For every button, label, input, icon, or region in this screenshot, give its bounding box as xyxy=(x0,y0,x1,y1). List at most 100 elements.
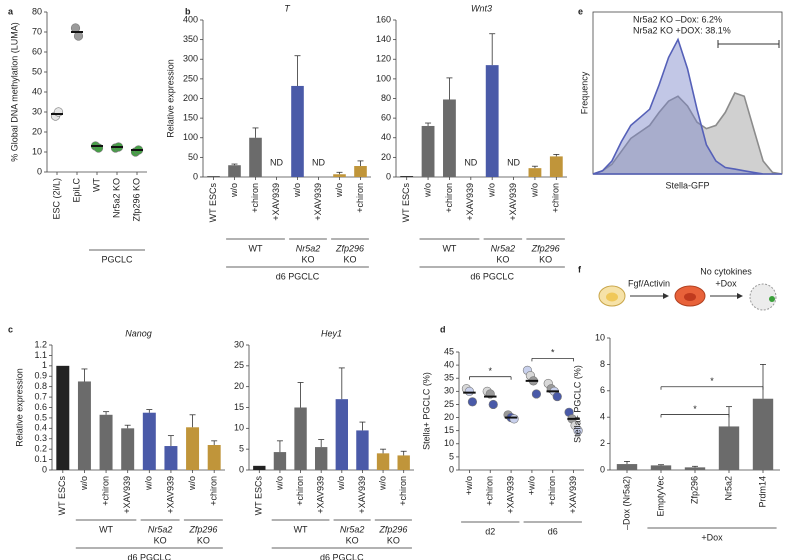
group-label: Zfp296 xyxy=(531,243,560,253)
bar xyxy=(356,430,368,470)
y-tick-label: 35 xyxy=(444,373,454,383)
legend-entry: Nr5a2 KO –Dox: 6.2% xyxy=(633,14,722,24)
bar xyxy=(274,452,286,470)
bar xyxy=(56,366,69,470)
x-tick-label: +chiron xyxy=(485,476,495,506)
x-tick-label: WT ESCs xyxy=(401,183,411,223)
legend-entry: Nr5a2 KO +DOX: 38.1% xyxy=(633,25,731,35)
y-tick-label: 40 xyxy=(381,132,391,142)
bar xyxy=(398,455,410,470)
group-label: KO xyxy=(301,254,314,264)
cell-icon xyxy=(606,293,618,302)
x-tick-label: +chiron xyxy=(295,476,305,506)
panel-letter: f xyxy=(578,264,582,274)
y-tick-label: 0.9 xyxy=(34,371,47,381)
bar xyxy=(753,399,773,470)
y-tick-label: 140 xyxy=(376,34,391,44)
y-tick-label: 10 xyxy=(595,332,605,342)
bar xyxy=(550,156,563,177)
x-tick-label: +chiron xyxy=(250,183,260,213)
group-label: d6 xyxy=(548,526,558,536)
x-tick-label: Prdm14 xyxy=(757,476,767,508)
x-tick-label: +chiron xyxy=(398,476,408,506)
y-tick-label: 20 xyxy=(32,126,42,136)
group-label: KO xyxy=(197,535,210,545)
x-tick-label: +chiron xyxy=(551,183,561,213)
y-tick-label: 70 xyxy=(32,26,42,36)
bar xyxy=(100,415,113,470)
significance-label: * xyxy=(710,376,714,386)
bar xyxy=(186,427,199,470)
y-axis-label: Frequency xyxy=(579,71,589,114)
y-tick-label: 10 xyxy=(234,423,244,433)
y-tick-label: 250 xyxy=(183,73,198,83)
y-tick-label: 0 xyxy=(386,171,391,181)
significance-label: * xyxy=(488,366,492,376)
x-tick-label: Nr5a2 KO xyxy=(111,178,121,218)
bar xyxy=(336,399,348,470)
x-tick-label: +chiron xyxy=(209,476,219,506)
bar xyxy=(121,428,134,470)
bar xyxy=(78,381,91,470)
x-tick-label: +w/o xyxy=(526,476,536,495)
bar xyxy=(422,126,435,177)
y-tick-label: 0.4 xyxy=(34,423,47,433)
y-tick-label: 50 xyxy=(188,152,198,162)
x-tick-label: w/o xyxy=(529,183,539,198)
y-axis-label: Relative expression xyxy=(165,59,175,138)
x-tick-label: +XAV939 xyxy=(122,476,132,514)
cell-icon xyxy=(684,293,696,301)
group-label: d6 PGCLC xyxy=(276,271,320,281)
y-tick-label: 40 xyxy=(32,86,42,96)
x-tick-label: w/o xyxy=(334,183,344,198)
value-label: ND xyxy=(270,157,283,167)
y-tick-label: 1 xyxy=(42,360,47,370)
y-tick-label: 1.2 xyxy=(34,339,47,349)
x-tick-label: w/o xyxy=(292,183,302,198)
x-tick-label: Nr5a2 xyxy=(723,476,733,501)
data-point xyxy=(54,108,63,117)
data-point xyxy=(468,398,477,407)
group-label: Zfp296 xyxy=(335,243,364,253)
cell-icon xyxy=(769,296,775,302)
y-tick-label: 0.6 xyxy=(34,402,47,412)
y-tick-label: 0 xyxy=(239,464,244,474)
y-axis-label: Stella+ PGCLC (%) xyxy=(572,365,582,443)
y-tick-label: 30 xyxy=(32,106,42,116)
y-tick-label: 200 xyxy=(183,93,198,103)
y-tick-label: 60 xyxy=(32,46,42,56)
x-tick-label: +chiron xyxy=(355,183,365,213)
y-tick-label: 25 xyxy=(234,360,244,370)
x-tick-label: WT ESCs xyxy=(208,183,218,223)
chart-title: Nanog xyxy=(125,328,152,338)
y-tick-label: 0.8 xyxy=(34,381,47,391)
bar xyxy=(617,464,637,470)
y-tick-label: 4 xyxy=(600,412,605,422)
y-tick-label: 30 xyxy=(444,386,454,396)
data-point xyxy=(465,387,474,396)
bar xyxy=(651,465,671,470)
x-tick-label: w/o xyxy=(336,476,346,491)
group-label: Nr5a2 xyxy=(148,524,173,534)
schematic-label: Fgf/Activin xyxy=(628,278,670,288)
y-tick-label: 0.2 xyxy=(34,444,47,454)
group-label: KO xyxy=(496,254,509,264)
chart-title: Wnt3 xyxy=(471,3,492,13)
x-tick-label: w/o xyxy=(187,476,197,491)
y-tick-label: 60 xyxy=(381,113,391,123)
x-tick-label: w/o xyxy=(422,183,432,198)
y-tick-label: 100 xyxy=(376,73,391,83)
x-tick-label: +XAV939 xyxy=(316,476,326,514)
group-label: WT xyxy=(442,243,456,253)
bar xyxy=(443,99,456,177)
gate xyxy=(718,40,779,48)
y-tick-label: 0.7 xyxy=(34,391,47,401)
y-tick-label: 6 xyxy=(600,385,605,395)
y-tick-label: 120 xyxy=(376,54,391,64)
value-label: ND xyxy=(312,157,325,167)
x-tick-label: +XAV939 xyxy=(165,476,175,514)
data-point xyxy=(532,390,541,399)
y-tick-label: 0 xyxy=(600,464,605,474)
panel-letter: d xyxy=(440,324,446,334)
y-tick-label: 20 xyxy=(444,412,454,422)
